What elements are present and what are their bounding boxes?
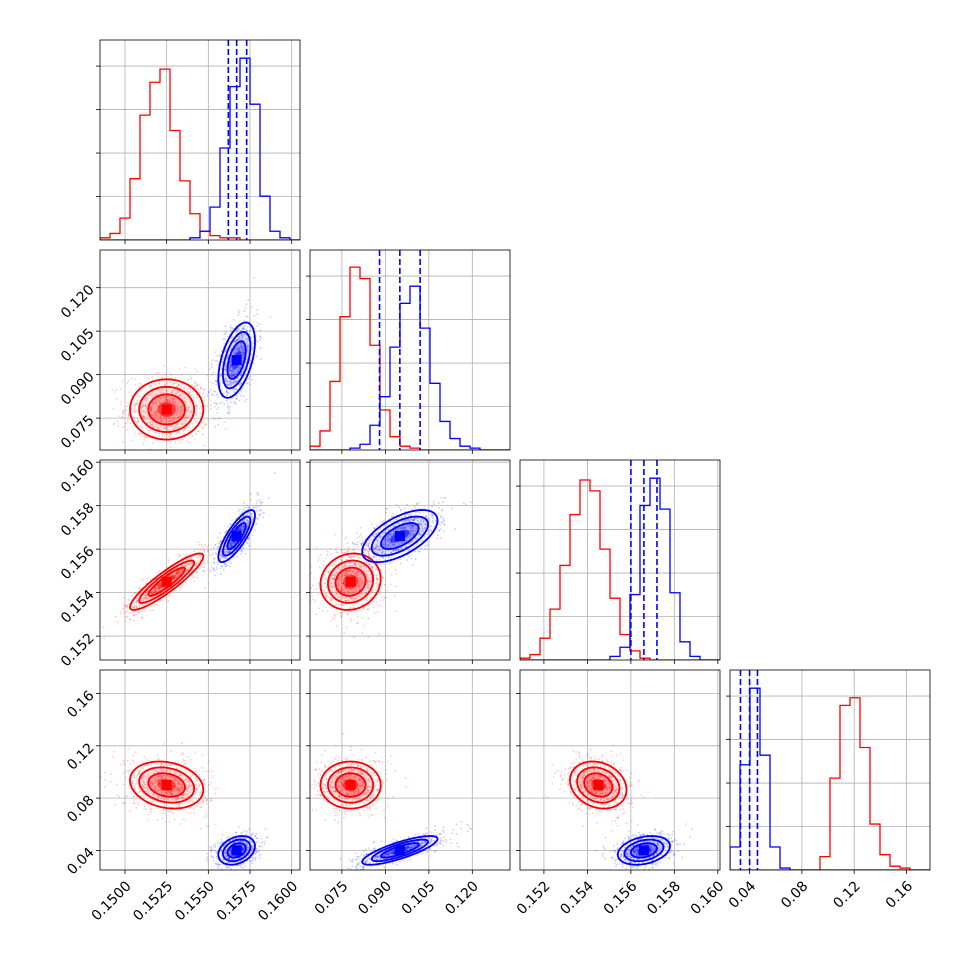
panel-frame [99, 459, 301, 661]
x-tick-label: 0.08 [778, 878, 811, 911]
x-tick-label: 0.1550 [172, 878, 218, 924]
panel-frame [309, 669, 511, 871]
x-tick-label: 0.154 [557, 878, 597, 918]
y-tick-label: 0.158 [58, 500, 98, 540]
histogram-red [520, 479, 720, 660]
histogram-blue [520, 477, 720, 660]
contour-red [129, 378, 205, 441]
x-tick-label: 0.090 [355, 878, 395, 918]
density-peak-blue [394, 531, 405, 542]
histogram-blue [310, 285, 510, 450]
panel-frame [519, 459, 721, 661]
histogram-red [730, 697, 930, 870]
y-tick-label: 0.08 [64, 792, 97, 825]
density-peak-blue [638, 845, 649, 856]
x-tick-label: 0.04 [726, 878, 759, 911]
x-tick-label: 0.1600 [255, 878, 301, 924]
x-tick-label: 0.158 [644, 878, 684, 918]
density-peak-red [345, 780, 356, 791]
y-tick-label: 0.075 [58, 412, 98, 452]
y-tick-label: 0.154 [58, 587, 98, 627]
x-tick-label: 0.120 [442, 878, 482, 918]
y-tick-label: 0.04 [64, 845, 97, 878]
x-tick-label: 0.156 [601, 878, 641, 918]
x-tick-label: 0.1500 [89, 878, 135, 924]
panel-frame [309, 249, 511, 451]
density-peak-red [161, 576, 172, 587]
y-tick-label: 0.160 [58, 457, 98, 497]
x-tick-label: 0.105 [399, 878, 439, 918]
contour-red [319, 760, 382, 810]
density-peak-blue [231, 845, 242, 856]
contour-blue [361, 835, 439, 866]
density-peak-blue [231, 531, 242, 542]
scatter-panel-3-0: 0.04 0.08 0.12 0.16 0.15000.15250.15500.1575… [64, 669, 301, 924]
panel-frame [99, 39, 301, 241]
panel-frame [729, 669, 931, 871]
density-peak-blue [231, 355, 242, 366]
scatter-panel-3-1: 0.075 0.090 0.105 0.120 [306, 669, 511, 918]
histogram-red [100, 68, 300, 240]
x-tick-label: 0.152 [514, 878, 554, 918]
panel-frame [519, 669, 721, 871]
density-peak-red [593, 780, 604, 791]
histogram-red [310, 266, 510, 450]
y-tick-label: 0.156 [58, 543, 98, 583]
x-tick-label: 0.16 [883, 878, 916, 911]
contour-red [129, 760, 205, 810]
contour-red [129, 552, 205, 611]
y-tick-label: 0.090 [58, 369, 98, 409]
y-tick-label: 0.12 [64, 740, 97, 773]
density-peak-blue [394, 845, 405, 856]
contour-blue [616, 835, 671, 866]
contour-blue [217, 835, 256, 866]
contour-red [319, 552, 382, 611]
density-peak-red [161, 404, 172, 415]
x-tick-label: 0.075 [312, 878, 352, 918]
histogram-panel-1 [306, 249, 511, 454]
panel-frame [309, 459, 511, 661]
histogram-panel-2 [516, 459, 721, 664]
contour-blue [217, 509, 256, 564]
density-peak-red [345, 576, 356, 587]
x-tick-label: 0.1575 [214, 878, 260, 924]
x-tick-label: 0.160 [688, 878, 728, 918]
contour-blue [217, 321, 256, 399]
histogram-panel-0 [96, 39, 301, 244]
contour-red [569, 760, 628, 810]
y-tick-label: 0.105 [58, 326, 98, 366]
x-tick-label: 0.12 [830, 878, 863, 911]
histogram-blue [100, 57, 300, 240]
contour-blue [361, 509, 439, 564]
y-tick-label: 0.120 [58, 282, 98, 322]
y-tick-label: 0.152 [58, 630, 98, 670]
x-tick-label: 0.1525 [130, 878, 176, 924]
scatter-panel-2-1 [306, 459, 511, 664]
panel-frame [99, 669, 301, 871]
y-tick-label: 0.16 [64, 688, 97, 721]
histogram-panel-3: 0.04 0.08 0.12 0.16 [726, 669, 931, 912]
density-peak-red [161, 780, 172, 791]
scatter-panel-3-2: 0.152 0.154 0.156 0.158 0.160 [514, 669, 728, 918]
panel-frame [99, 249, 301, 451]
